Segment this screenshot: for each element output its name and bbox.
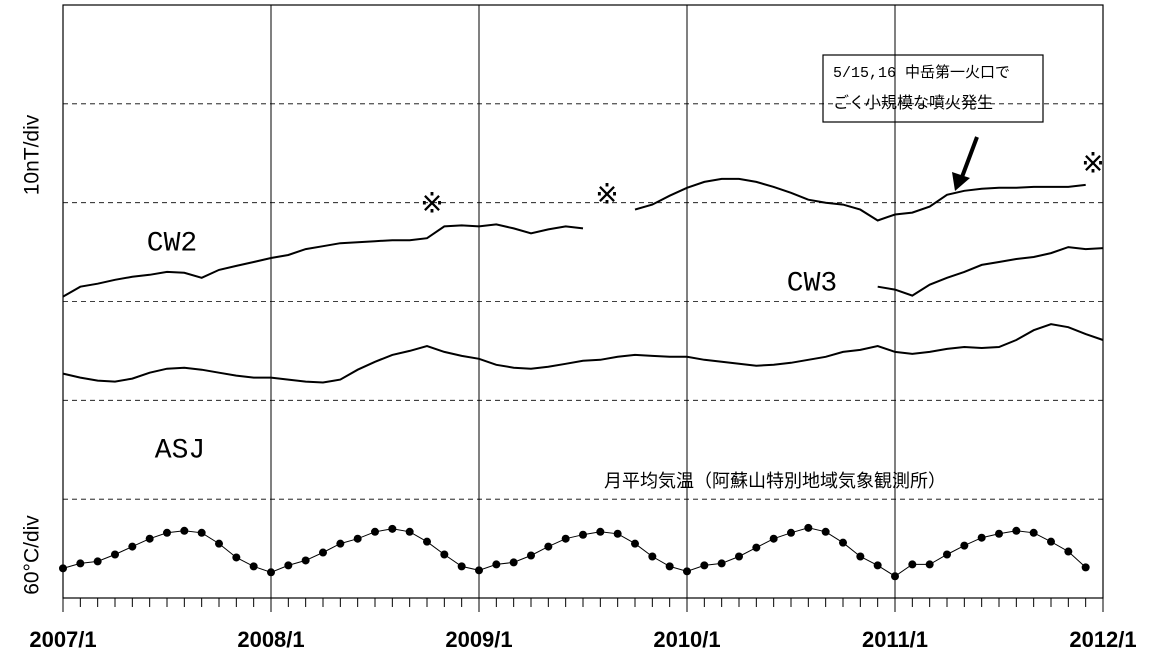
- series-marker: [197, 528, 206, 537]
- x-tick-label: 2009/1: [445, 627, 512, 652]
- series-marker: [388, 524, 397, 533]
- series-marker: [111, 550, 119, 559]
- series-marker: [787, 528, 795, 537]
- series-marker: [475, 566, 483, 575]
- series-label: ASJ: [155, 435, 205, 466]
- series-marker: [752, 543, 761, 552]
- series-marker: [960, 541, 969, 550]
- series-line: [634, 177, 1086, 222]
- series-marker: [839, 538, 847, 547]
- series-marker: [145, 534, 154, 543]
- series-marker: [249, 562, 258, 571]
- series-marker: [821, 527, 830, 536]
- series-marker: [769, 534, 778, 543]
- series-marker: [544, 542, 553, 551]
- series-marker: [267, 568, 275, 577]
- temp-label: 月平均気温（阿蘇山特別地域気象観測所）: [604, 471, 946, 493]
- series-marker: [683, 567, 691, 576]
- series-marker: [1047, 537, 1055, 546]
- series-marker: [180, 526, 189, 535]
- series-line: [877, 246, 1104, 297]
- series-marker: [423, 537, 431, 546]
- series-marker: [59, 564, 67, 573]
- series-marker: [579, 530, 587, 539]
- series-line: [62, 527, 1087, 577]
- series-marker: [700, 561, 709, 570]
- series-marker: [509, 558, 518, 567]
- series-marker: [353, 534, 362, 543]
- series-line: [62, 223, 584, 298]
- series-marker: [891, 572, 899, 581]
- y-label-top: 10nT/div: [21, 114, 44, 195]
- series-marker: [856, 552, 865, 561]
- annotation-box: [822, 54, 1044, 123]
- event-mark: ※: [595, 178, 618, 209]
- series-marker: [648, 552, 657, 561]
- event-mark: ※: [1081, 147, 1104, 178]
- series-marker: [215, 539, 223, 548]
- series-marker: [561, 534, 570, 543]
- series-marker: [631, 539, 639, 548]
- arrow-head: [952, 172, 970, 191]
- series-marker: [943, 550, 951, 559]
- series-marker: [163, 528, 171, 537]
- x-tick-label: 2011/1: [862, 627, 928, 652]
- series-marker: [457, 562, 466, 571]
- series-marker: [1012, 526, 1021, 535]
- series-marker: [284, 561, 293, 570]
- series-marker: [596, 527, 605, 536]
- series-marker: [613, 529, 622, 538]
- series-marker: [665, 562, 674, 571]
- series-marker: [717, 559, 726, 568]
- x-tick-label: 2012/1: [1069, 627, 1136, 652]
- series-marker: [977, 533, 986, 542]
- series-marker: [873, 561, 882, 570]
- series-label: CW3: [787, 268, 837, 299]
- series-marker: [128, 542, 137, 551]
- series-marker: [527, 551, 535, 560]
- series-marker: [440, 550, 449, 559]
- arrow-shaft: [960, 136, 979, 178]
- series-marker: [804, 523, 813, 532]
- series-marker: [1081, 563, 1090, 572]
- series-marker: [93, 557, 102, 566]
- annotation-text: 5/15,16 中岳第一火口で: [833, 63, 1010, 82]
- series-marker: [336, 539, 345, 548]
- series-marker: [319, 548, 327, 557]
- series-marker: [735, 552, 743, 561]
- series-line: [62, 323, 1104, 384]
- series-marker: [995, 529, 1003, 538]
- x-tick-label: 2010/1: [653, 627, 720, 652]
- series-marker: [1064, 547, 1073, 556]
- series-marker: [301, 556, 310, 565]
- series-label: CW2: [147, 228, 197, 259]
- series-marker: [371, 527, 379, 536]
- y-label-bottom: 60°C/div: [21, 515, 44, 595]
- series-marker: [925, 560, 934, 569]
- series-marker: [76, 559, 85, 568]
- series-marker: [492, 560, 501, 569]
- series-marker: [232, 553, 241, 562]
- x-tick-label: 2007/1: [29, 627, 96, 652]
- series-marker: [908, 560, 917, 569]
- series-marker: [1029, 528, 1038, 537]
- x-tick-label: 2008/1: [237, 627, 304, 652]
- series-marker: [405, 527, 414, 536]
